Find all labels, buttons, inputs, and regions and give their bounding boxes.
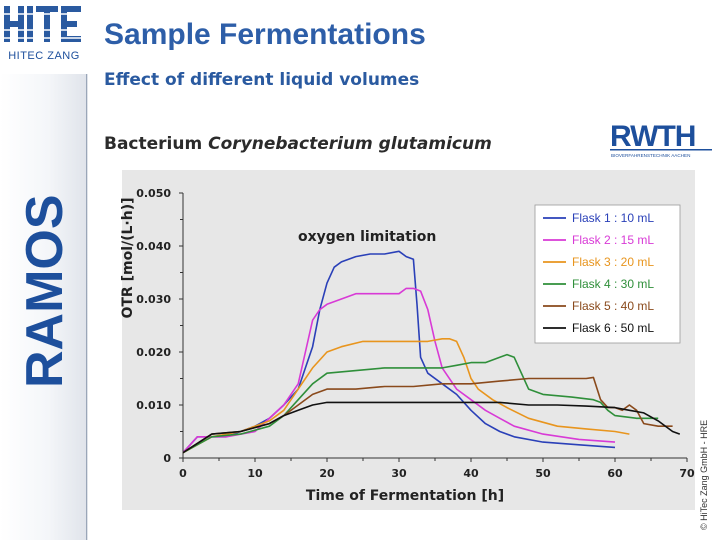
y-tick-label: 0 [163, 452, 171, 465]
chart-annotation: oxygen limitation [298, 229, 436, 245]
university-logo: RWTH BIOVERFAHRENSTECHNIK AACHEN [610, 120, 712, 158]
x-tick-label: 30 [391, 467, 407, 480]
product-logo: RAMOS [16, 194, 74, 388]
series-line-flask-1 [182, 250, 616, 454]
x-tick-label: 60 [607, 467, 623, 480]
series-line-flask-2 [182, 287, 616, 454]
x-tick-label: 20 [319, 467, 335, 480]
sidebar-divider [86, 74, 87, 540]
y-tick-label: 0.050 [136, 187, 171, 200]
university-logo-subtext: BIOVERFAHRENSTECHNIK AACHEN [611, 153, 690, 158]
y-tick-label: 0.010 [136, 399, 171, 412]
legend-label: Flask 4 : 30 mL [572, 277, 654, 291]
legend-label: Flask 5 : 40 mL [572, 299, 654, 313]
sidebar: HITEC ZANG RAMOS [0, 0, 88, 540]
legend-label: Flask 1 : 10 mL [572, 211, 654, 225]
university-logo-text: RWTH [610, 120, 695, 153]
x-tick-label: 10 [247, 467, 263, 480]
chart-series-layer [182, 250, 681, 454]
series-line-flask-5 [182, 376, 673, 454]
x-tick-label: 40 [463, 467, 479, 480]
page-subtitle: Effect of different liquid volumes [104, 70, 420, 90]
series-line-flask-6 [182, 401, 681, 454]
chart-legend: Flask 1 : 10 mL Flask 2 : 15 mL Flask 3 : … [534, 204, 681, 344]
page-title: Sample Fermentations [104, 18, 426, 51]
series-line-flask-4 [182, 353, 659, 454]
legend-label: Flask 3 : 20 mL [572, 255, 654, 269]
legend-label: Flask 2 : 15 mL [572, 233, 654, 247]
y-tick-label: 0.020 [136, 346, 171, 359]
y-axis-label: OTR [mol/(L·h)] [120, 197, 136, 318]
company-logo: HITEC ZANG [0, 0, 88, 74]
y-tick-label: 0.040 [136, 240, 171, 253]
company-logo-text: HITEC ZANG [8, 50, 80, 62]
x-tick-label: 0 [179, 467, 187, 480]
series-line-flask-3 [182, 338, 630, 454]
y-tick-label: 0.030 [136, 293, 171, 306]
organism-line: Bacterium Corynebacterium glutamicum [104, 134, 492, 154]
legend-label: Flask 6 : 50 mL [572, 321, 654, 335]
x-tick-label: 50 [535, 467, 551, 480]
organism-name: Corynebacterium glutamicum [208, 134, 492, 154]
x-tick-label: 70 [679, 467, 695, 480]
company-logo-icon [2, 6, 86, 42]
organism-prefix: Bacterium [104, 134, 209, 154]
product-logo-text: RAMOS [16, 194, 74, 388]
x-axis-label: Time of Fermentation [h] [306, 488, 504, 504]
copyright-notice: © HiTec Zang GmbH - HRE [699, 419, 709, 530]
chart-axes: 0 10 20 30 40 50 60 70 0 0.010 0.020 0.030 0.040 0.05… [136, 187, 695, 480]
legend-box [534, 204, 681, 344]
